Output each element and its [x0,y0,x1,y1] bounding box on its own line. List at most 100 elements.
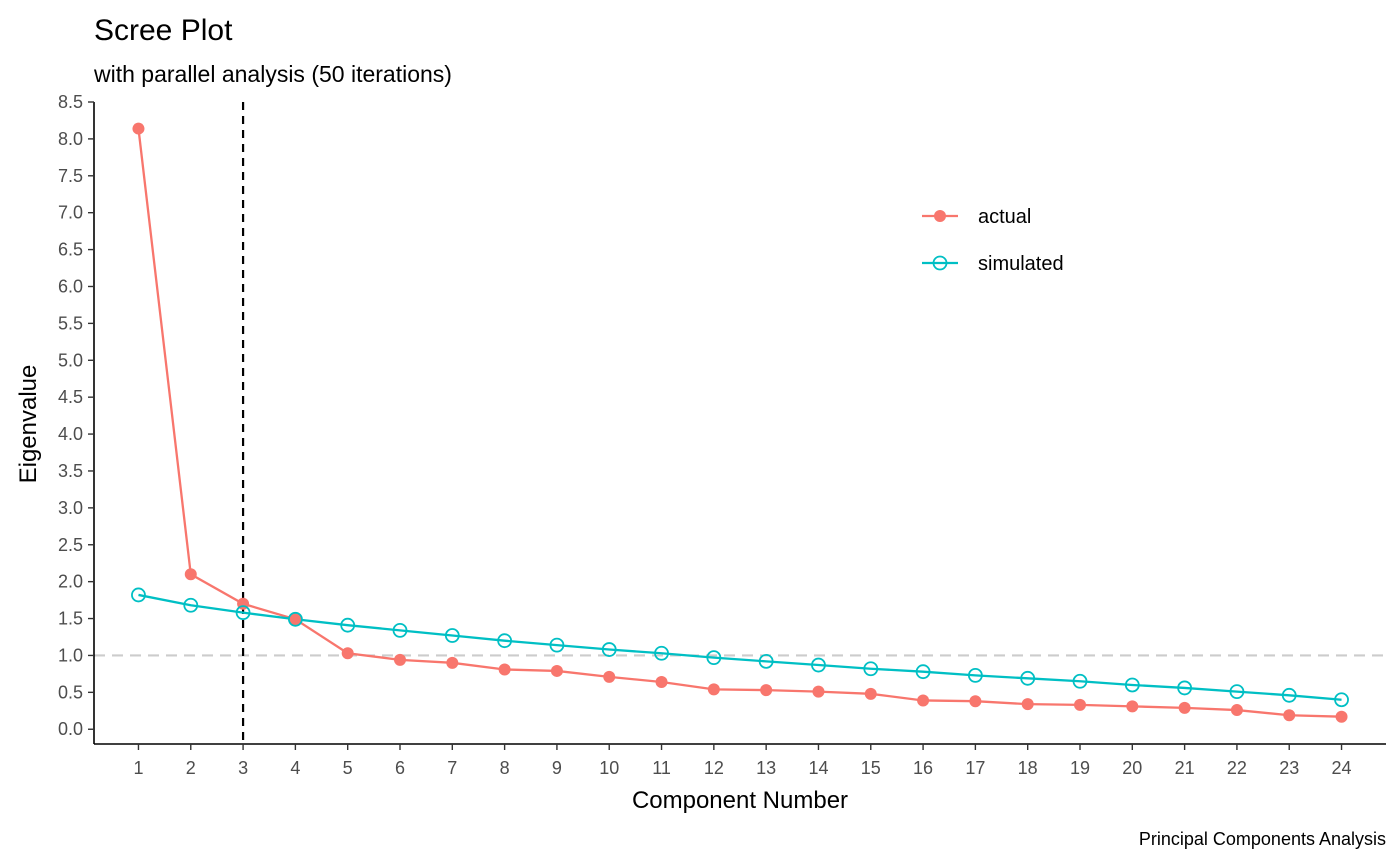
x-tick-label: 11 [652,758,671,778]
legend: actual simulated [922,206,1064,275]
data-point-simulated [654,645,669,661]
data-point-simulated [1229,684,1245,700]
x-tick-label: 1 [133,758,143,778]
data-point-actual [289,613,302,626]
data-point-actual [603,670,616,683]
series-line-simulated [138,593,1342,701]
chart-caption: Principal Components Analysis [1139,829,1386,849]
x-tick-label: 4 [290,758,300,778]
y-tick-label: 7.0 [58,203,83,223]
legend-key-point-simulated [932,255,948,271]
x-tick-label: 2 [186,758,196,778]
x-tick-label: 3 [238,758,248,778]
data-point-simulated [549,637,565,653]
y-tick-label: 0.0 [58,719,83,739]
x-axis-title: Component Number [632,787,848,814]
x-tick-label: 8 [500,758,510,778]
data-point-actual [969,695,982,708]
legend-key-point-actual [934,210,946,222]
x-tick-label: 12 [704,758,724,778]
data-point-simulated [758,653,774,669]
y-axis-title: Eigenvalue [15,365,42,484]
data-point-actual [812,685,825,698]
x-tick-label: 10 [599,758,619,778]
data-point-simulated [340,617,356,633]
data-point-actual [864,687,877,700]
data-point-simulated [601,642,617,657]
data-point-actual [446,656,459,669]
x-tick-label: 15 [861,758,881,778]
data-point-simulated [444,628,460,643]
data-point-actual [341,647,354,660]
data-point-actual [655,676,668,689]
data-point-simulated [915,664,931,680]
plot-area: 0.0 0.5 1.0 1.5 2.0 2.5 3.0 3.5 4.0 4.5 5.0 5.5 6.0 6… [58,92,1386,778]
data-point-simulated [235,605,251,621]
data-point-simulated [811,657,826,673]
x-tick-label: 23 [1279,758,1299,778]
y-tick-label: 7.5 [58,166,83,186]
y-tick-label: 3.5 [58,461,83,481]
data-point-actual [1335,710,1348,723]
x-tick-label: 7 [447,758,457,778]
data-point-actual [1074,698,1086,711]
y-tick-label: 5.0 [58,350,83,370]
data-point-actual [550,664,563,677]
data-point-simulated [1020,670,1036,686]
x-tick-label: 9 [552,758,562,778]
data-point-simulated [497,633,513,649]
y-tick-label: 8.0 [58,129,83,149]
chart-subtitle: with parallel analysis (50 iterations) [93,61,452,87]
x-tick-label: 6 [395,758,405,778]
data-point-simulated [863,661,879,677]
data-point-actual [1021,698,1034,711]
data-point-actual [917,694,930,707]
data-point-simulated [1281,687,1297,703]
y-tick-label: 3.0 [58,498,83,518]
y-tick-label: 2.0 [58,572,83,592]
x-tick-label: 14 [808,758,828,778]
data-point-simulated [131,587,146,603]
chart-title: Scree Plot [94,14,233,47]
x-tick-label: 17 [965,758,985,778]
y-tick-label: 6.0 [58,276,83,296]
y-tick-label: 2.5 [58,535,83,555]
data-point-actual [760,684,773,697]
y-tick-label: 6.5 [58,240,83,260]
y-tick-label: 0.5 [58,682,83,702]
data-point-simulated [967,667,983,683]
legend-label-simulated: simulated [978,253,1064,275]
data-point-actual [1283,709,1296,722]
legend-label-actual: actual [978,206,1031,228]
y-tick-label: 4.0 [58,424,83,444]
data-point-actual [1230,704,1243,717]
y-tick-label: 5.5 [58,313,83,333]
y-tick-label: 1.5 [58,609,83,629]
data-point-actual [184,568,197,581]
data-point-simulated [392,622,408,638]
data-point-simulated [1177,680,1193,696]
x-tick-label: 16 [913,758,933,778]
x-tick-label: 21 [1175,758,1195,778]
x-tick-label: 5 [343,758,353,778]
data-point-simulated [706,650,722,666]
data-point-actual [707,683,720,696]
data-point-actual [498,663,511,676]
x-tick-label: 18 [1018,758,1038,778]
data-point-actual [1126,700,1139,713]
y-tick-label: 1.0 [58,645,83,665]
data-point-actual [1178,701,1191,714]
x-tick-label: 22 [1227,758,1247,778]
y-tick-label: 8.5 [58,92,83,112]
data-point-simulated [183,597,199,613]
series-line-actual [137,128,1342,718]
data-point-simulated [287,611,303,627]
x-tick-label: 13 [756,758,776,778]
x-tick-label: 24 [1332,758,1352,778]
data-point-simulated [1124,677,1140,693]
x-tick-label: 19 [1070,758,1090,778]
data-point-actual [132,122,145,135]
data-point-simulated [1334,692,1349,708]
data-point-actual [394,653,406,666]
